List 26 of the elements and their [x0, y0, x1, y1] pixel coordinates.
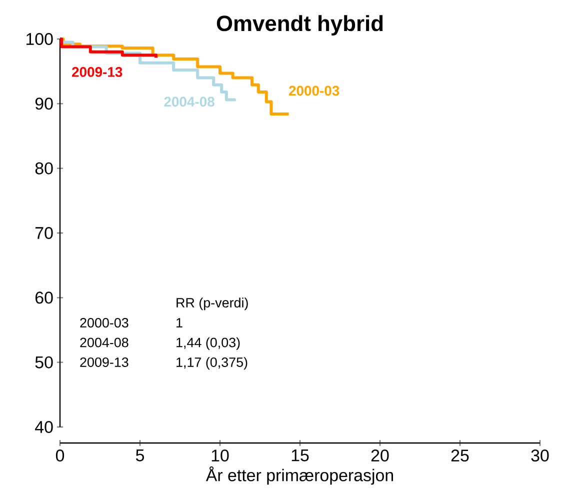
annotation: 1,17 (0,375)	[176, 357, 248, 370]
x-tick-label: 15	[292, 450, 309, 462]
annotation: 1,44 (0,03)	[176, 337, 240, 350]
y-tick-label: 50	[35, 356, 53, 368]
x-tick-label: 30	[531, 450, 549, 462]
x-axis-title: År etter primæroperasjon	[206, 466, 393, 485]
y-tick-label: 100	[26, 33, 53, 46]
annotation: 1	[176, 318, 182, 328]
y-tick-label: 60	[36, 292, 53, 304]
y-tick-label: 80	[35, 162, 53, 174]
y-tick-label: 70	[36, 227, 53, 240]
x-tick-label: 25	[451, 450, 469, 462]
x-tick-label: 5	[136, 450, 144, 462]
annotation: RR (p-verdi)	[176, 298, 248, 310]
x-tick-label: 10	[212, 450, 229, 462]
annotation: 2009-13	[80, 357, 128, 367]
annotation: 2004-08	[80, 338, 128, 348]
series-label: 2000-03	[288, 86, 340, 96]
annotation: 2000-03	[80, 318, 128, 328]
chart-title: Omvendt hybrid	[216, 15, 383, 36]
x-tick-label: 20	[371, 450, 389, 462]
series-label: 2004-08	[164, 96, 214, 107]
y-tick-label: 90	[35, 98, 53, 110]
y-tick-label: 40	[35, 421, 53, 433]
series-label: 2009-13	[72, 67, 122, 77]
x-tick-label: 0	[56, 450, 64, 462]
